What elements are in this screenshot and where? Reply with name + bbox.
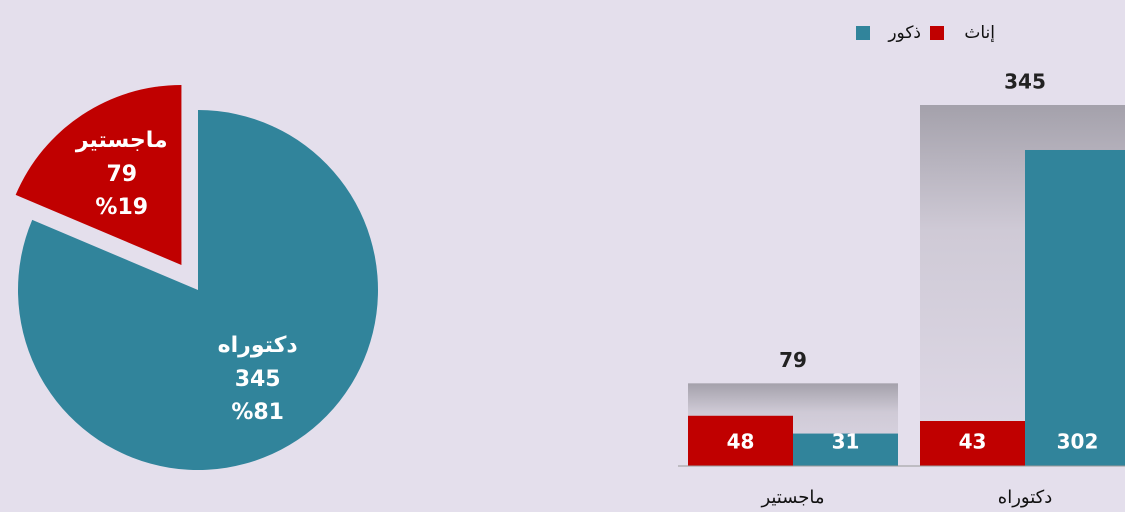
bar <box>1025 149 1125 466</box>
total-label: 345 <box>1004 70 1046 94</box>
bar <box>920 421 1025 466</box>
slice-value: 79 <box>106 162 137 187</box>
legend-label: ذكور <box>887 23 921 43</box>
legend-swatch <box>930 26 944 40</box>
slice-value: 345 <box>235 367 281 392</box>
x-tick-label: دكتوراه <box>998 487 1052 508</box>
slice-percent: %19 <box>95 195 148 220</box>
bar <box>793 433 898 466</box>
bar <box>688 415 793 466</box>
slice-label: دكتوراه <box>218 333 298 358</box>
total-label: 79 <box>779 348 807 372</box>
pie-slice <box>18 110 378 471</box>
slice-percent: %81 <box>231 400 284 425</box>
pie-slice <box>15 84 182 265</box>
legend-label: إناث <box>964 23 995 43</box>
bar-value: 48 <box>727 430 755 454</box>
x-tick-label: ماجستير <box>760 487 824 508</box>
bar-value: 302 <box>1057 430 1099 454</box>
bar-value: 31 <box>832 430 860 454</box>
slice-label: ماجستير <box>75 128 168 153</box>
legend-swatch <box>856 26 870 40</box>
bar-value: 43 <box>959 430 987 454</box>
